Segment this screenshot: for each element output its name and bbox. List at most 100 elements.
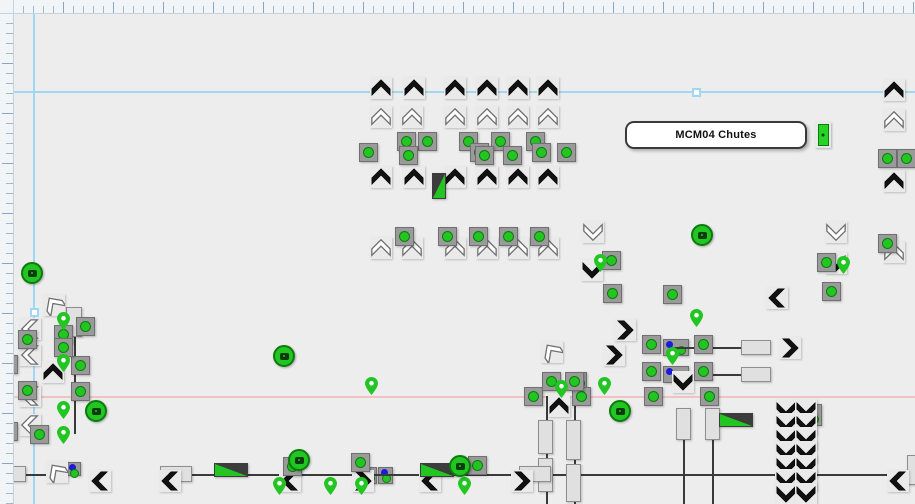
chute-row-2-outline-3[interactable] [476,106,498,128]
sensor-22[interactable] [523,386,543,406]
diverter-top[interactable] [432,173,446,199]
pin-marker-1[interactable] [690,309,703,327]
sensor-23[interactable] [571,386,591,406]
sensor-28[interactable] [350,452,370,472]
riser-col-a[interactable] [683,412,685,504]
riser-left[interactable] [74,318,76,434]
chute-row-1-solid-0[interactable] [370,77,392,99]
sensor-20[interactable] [643,386,663,406]
roller-mid-b1[interactable] [566,420,581,460]
camera-node-4[interactable] [609,400,631,422]
chute-row-1-solid-3[interactable] [476,77,498,99]
pin-marker-8[interactable] [355,477,368,495]
chev-right-b3[interactable] [603,344,625,366]
pin-marker-7[interactable] [324,477,337,495]
pin-marker-14[interactable] [57,426,70,444]
sensor-9[interactable] [75,316,95,336]
roller-right-upper[interactable] [741,340,771,355]
diverter-bottom-2[interactable] [420,463,454,477]
chute-row-3-solid-0[interactable] [370,166,392,188]
roller-mid-b2[interactable] [566,464,581,502]
chev-left-b2[interactable] [159,470,181,492]
conveyor-right-lower[interactable] [672,374,768,376]
sensor-row-b-0[interactable] [394,226,414,246]
sensor-0[interactable] [877,148,897,168]
sensor-15[interactable] [662,284,682,304]
chev-up-r3[interactable] [883,170,905,192]
pin-marker-12[interactable] [57,354,70,372]
sensor-19[interactable] [693,361,713,381]
chev-left-1[interactable] [766,287,788,309]
chev-down-outline-2[interactable] [825,221,847,243]
sensor-row-a-11[interactable] [502,145,522,165]
status-lamp[interactable] [815,122,831,148]
pin-marker-9[interactable] [458,477,471,495]
ruler-left[interactable] [0,0,14,504]
sensor-row-b-2[interactable] [468,226,488,246]
conveyor-left-stub[interactable] [0,474,60,476]
chute-row-2-outline-2[interactable] [444,106,466,128]
chute-row-1-solid-5[interactable] [537,77,559,99]
sensor-14[interactable] [602,283,622,303]
conveyor-bottom-right[interactable] [550,474,915,476]
sensor-17[interactable] [693,334,713,354]
pin-marker-4[interactable] [555,380,568,398]
sensor-row-b-3[interactable] [498,226,518,246]
riser-col-b[interactable] [712,412,714,504]
sensor-row-b-1[interactable] [437,226,457,246]
chev-left-br[interactable] [887,470,909,492]
chev-up-r2[interactable] [883,109,905,131]
chev-up-l2[interactable] [46,461,68,483]
sensor-12[interactable] [29,424,49,444]
pin-marker-0[interactable] [594,254,607,272]
guide-h-mid[interactable] [13,396,915,398]
chute-row-3-solid-2[interactable] [444,166,466,188]
sensor-row-b-4[interactable] [529,226,549,246]
chute-row-2-outline-5[interactable] [537,106,559,128]
title-plate[interactable]: MCM04 Chutes [625,121,831,149]
chev-left-b1[interactable] [89,470,111,492]
sensor-4[interactable] [821,281,841,301]
sensor-26[interactable] [467,455,487,475]
camera-node-0[interactable] [21,262,43,284]
camera-node-1[interactable] [691,224,713,246]
ruler-top[interactable] [0,0,915,14]
conveyor-right-upper[interactable] [672,347,768,349]
chute-row-2-outline-4[interactable] [507,106,529,128]
pin-marker-11[interactable] [57,312,70,330]
camera-node-6[interactable] [449,455,471,477]
sensor-10[interactable] [70,355,90,375]
chev-right-2[interactable] [779,337,801,359]
sensor-row-a-7[interactable] [531,142,551,162]
chute-row-1-solid-2[interactable] [444,77,466,99]
sensor-row-a-10[interactable] [474,145,494,165]
sensor-1[interactable] [896,148,915,168]
chev-left-l2[interactable] [19,344,41,366]
guide-v-left[interactable] [33,13,35,504]
title-box[interactable]: MCM04 Chutes [625,121,807,149]
sensor-25[interactable] [564,371,584,391]
chev-up-l1[interactable] [43,294,65,316]
sensor-11[interactable] [70,381,90,401]
sensor-16[interactable] [641,334,661,354]
sensor-5[interactable] [17,329,37,349]
pin-marker-13[interactable] [57,401,70,419]
sensor-row-a-0[interactable] [358,142,378,162]
chute-row-3-solid-4[interactable] [507,166,529,188]
chute-row-3-solid-5[interactable] [537,166,559,188]
chute-row-1-solid-4[interactable] [507,77,529,99]
diverter-mid-right[interactable] [719,413,753,427]
chute-row-3-solid-3[interactable] [476,166,498,188]
chev-down-m[interactable] [672,371,694,393]
chev-right-b2[interactable] [511,470,533,492]
guide-v-left-handle[interactable] [30,308,39,317]
sensor-18[interactable] [641,361,661,381]
sensor-row-a-9[interactable] [398,145,418,165]
pin-marker-6[interactable] [273,477,286,495]
pin-marker-10[interactable] [666,347,679,365]
roller-col-b[interactable] [705,408,720,440]
sensor-21[interactable] [699,386,719,406]
sensor-3[interactable] [877,233,897,253]
chute-row-3-solid-1[interactable] [403,166,425,188]
